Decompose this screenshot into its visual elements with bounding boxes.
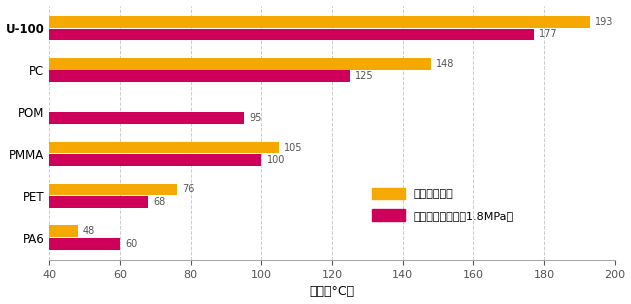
Bar [49,238,120,250]
Bar [49,184,177,195]
Text: 95: 95 [249,113,261,123]
Text: 105: 105 [285,143,303,153]
Text: 193: 193 [596,17,614,27]
Bar [49,71,350,82]
Text: 100: 100 [267,155,285,165]
Bar [49,29,534,40]
Text: 68: 68 [153,197,166,207]
Text: 60: 60 [126,239,138,249]
Legend: ガラス転移点, 荷重たわみ温度（1.8MPa）: ガラス転移点, 荷重たわみ温度（1.8MPa） [372,188,514,221]
X-axis label: 温度（°C）: 温度（°C） [310,285,355,299]
Bar [49,58,431,70]
Bar [49,225,78,237]
Text: 177: 177 [539,29,558,40]
Bar [49,154,261,166]
Bar [49,112,244,124]
Bar [49,196,148,208]
Text: 48: 48 [83,226,95,236]
Text: 148: 148 [437,59,455,69]
Bar [49,142,279,154]
Text: 76: 76 [182,185,194,194]
Bar [49,16,590,28]
Text: 125: 125 [355,71,374,81]
